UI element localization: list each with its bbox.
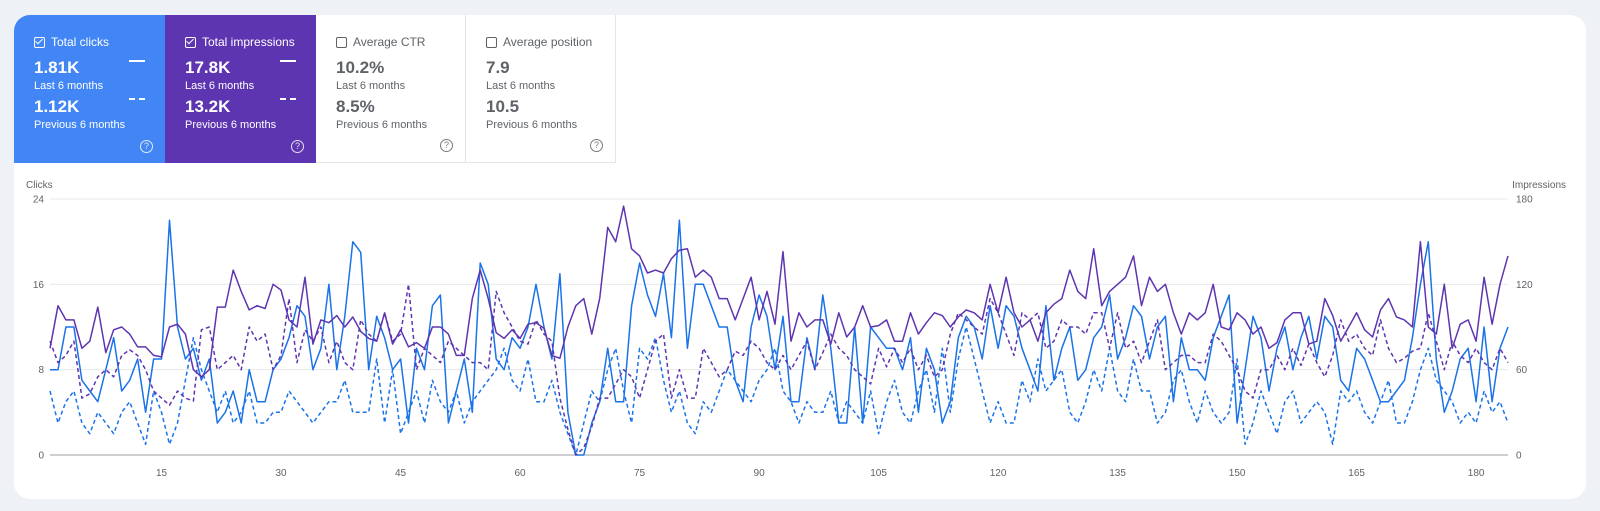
x-tick-label: 30 — [275, 468, 287, 479]
card-header: Average CTR — [336, 34, 445, 50]
gridlines — [50, 198, 1508, 456]
card-value: 1.81K — [34, 58, 80, 77]
solid-line-legend-icon — [129, 60, 145, 62]
left-tick-label: 16 — [33, 280, 45, 291]
card-value-period: Last 6 months — [486, 80, 556, 92]
x-tick-label: 180 — [1468, 468, 1485, 479]
chart-svg: Clicks Impressions 0 8 16 24 0 60 120 180 15 30… — [26, 180, 1566, 479]
right-axis-ticks: 0 60 120 180 — [1516, 195, 1533, 462]
solid-line-legend-icon — [280, 60, 296, 62]
x-tick-label: 45 — [395, 468, 407, 479]
metric-card-average-ctr[interactable]: Average CTR 10.2% Last 6 months 8.5% Pre… — [316, 15, 466, 163]
card-previous-value: 8.5% — [336, 97, 375, 116]
card-value: 7.9 — [486, 58, 510, 77]
help-icon[interactable]: ? — [590, 139, 603, 152]
card-previous-value: 1.12K — [34, 97, 80, 116]
series-line-total-impressions-previous-6-months[interactable] — [49, 283, 1509, 456]
right-axis-title: Impressions — [1512, 180, 1566, 191]
right-tick-label: 120 — [1516, 280, 1533, 291]
x-tick-label: 90 — [754, 468, 766, 479]
card-label: Total impressions — [202, 35, 295, 49]
help-icon[interactable]: ? — [140, 140, 153, 153]
help-icon[interactable]: ? — [440, 139, 453, 152]
card-value-period: Last 6 months — [185, 80, 255, 92]
right-tick-label: 60 — [1516, 365, 1528, 376]
series-lines — [49, 205, 1509, 456]
help-icon[interactable]: ? — [291, 140, 304, 153]
card-previous-value: 10.5 — [486, 97, 520, 116]
left-tick-label: 0 — [38, 451, 44, 462]
card-previous-period: Previous 6 months — [185, 119, 277, 131]
left-axis-title: Clicks — [26, 180, 53, 191]
left-axis-ticks: 0 8 16 24 — [33, 195, 45, 462]
checkbox-icon[interactable] — [336, 36, 347, 48]
card-header: Average position — [486, 34, 595, 50]
series-line-total-impressions[interactable] — [49, 205, 1509, 378]
x-axis-ticks: 15 30 45 60 75 90 105 120 135 150 165 180 — [156, 468, 1485, 479]
x-tick-label: 165 — [1348, 468, 1365, 479]
metric-card-total-clicks[interactable]: Total clicks 1.81K Last 6 months 1.12K P… — [14, 15, 165, 163]
left-tick-label: 8 — [38, 365, 44, 376]
metric-card-total-impressions[interactable]: Total impressions 17.8K Last 6 months 13… — [165, 15, 316, 163]
performance-chart: Clicks Impressions 0 8 16 24 0 60 120 180 15 30… — [14, 163, 1586, 499]
right-tick-label: 0 — [1516, 451, 1522, 462]
card-value-period: Last 6 months — [34, 80, 104, 92]
checkbox-icon[interactable] — [34, 36, 45, 48]
performance-panel: Total clicks 1.81K Last 6 months 1.12K P… — [14, 15, 1586, 499]
card-value-period: Last 6 months — [336, 80, 406, 92]
x-tick-label: 15 — [156, 468, 168, 479]
x-tick-label: 75 — [634, 468, 646, 479]
card-header: Total impressions — [185, 34, 296, 50]
dashed-line-legend-icon — [129, 98, 145, 100]
x-tick-label: 120 — [990, 468, 1007, 479]
dashed-line-legend-icon — [280, 98, 296, 100]
metric-cards: Total clicks 1.81K Last 6 months 1.12K P… — [14, 15, 616, 163]
series-line-total-clicks[interactable] — [50, 219, 1509, 456]
checkbox-icon[interactable] — [185, 36, 196, 48]
left-tick-label: 24 — [33, 195, 45, 206]
right-tick-label: 180 — [1516, 195, 1533, 206]
card-header: Total clicks — [34, 34, 145, 50]
card-label: Average position — [503, 35, 593, 49]
x-tick-label: 135 — [1109, 468, 1126, 479]
card-previous-period: Previous 6 months — [486, 119, 578, 131]
x-tick-label: 150 — [1229, 468, 1246, 479]
card-value: 17.8K — [185, 58, 231, 77]
metric-card-average-position[interactable]: Average position 7.9 Last 6 months 10.5 … — [466, 15, 616, 163]
card-previous-value: 13.2K — [185, 97, 231, 116]
x-tick-label: 60 — [515, 468, 527, 479]
card-previous-period: Previous 6 months — [34, 119, 126, 131]
card-previous-period: Previous 6 months — [336, 119, 428, 131]
card-label: Average CTR — [353, 35, 426, 49]
card-value: 10.2% — [336, 58, 385, 77]
checkbox-icon[interactable] — [486, 36, 497, 48]
card-label: Total clicks — [51, 35, 110, 49]
x-tick-label: 105 — [870, 468, 887, 479]
